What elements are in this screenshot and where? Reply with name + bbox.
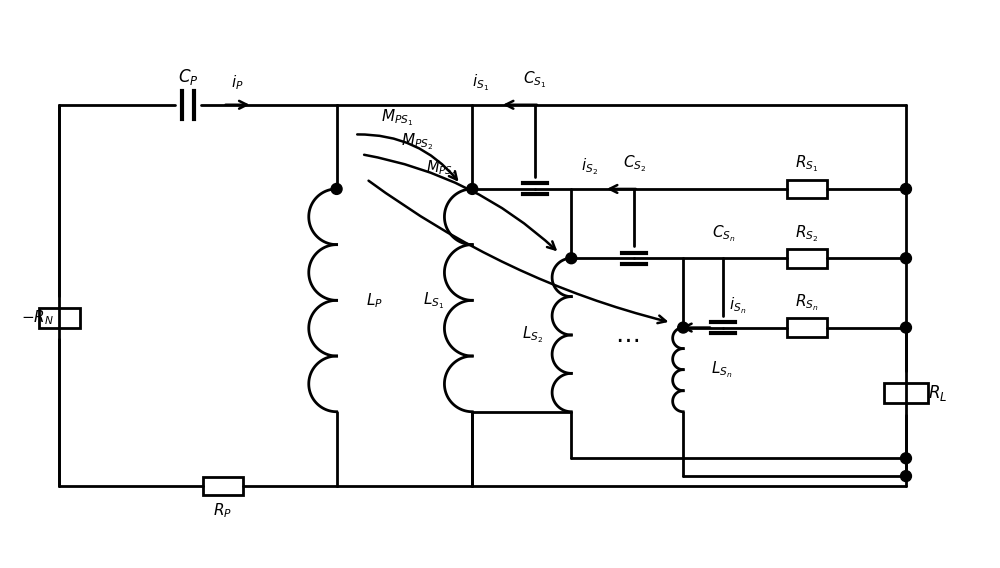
Circle shape (566, 253, 577, 264)
Circle shape (901, 183, 911, 194)
Bar (39, 308, 80, 328)
Text: $L_{S_n}$: $L_{S_n}$ (711, 360, 732, 380)
Text: $R_P$: $R_P$ (213, 502, 232, 520)
Circle shape (467, 183, 478, 194)
Text: $\cdots$: $\cdots$ (615, 328, 639, 352)
Circle shape (901, 253, 911, 264)
Text: $M_{PS_n}$: $M_{PS_n}$ (426, 159, 457, 179)
Text: $i_{S_n}$: $i_{S_n}$ (729, 295, 746, 316)
Text: $R_{S_n}$: $R_{S_n}$ (795, 293, 819, 313)
Bar (884, 383, 928, 403)
Circle shape (901, 453, 911, 463)
Bar (787, 179, 827, 198)
Text: $R_{S_1}$: $R_{S_1}$ (795, 154, 819, 174)
Circle shape (901, 322, 911, 333)
Circle shape (678, 322, 689, 333)
Text: $-R_N$: $-R_N$ (21, 308, 54, 327)
Text: $M_{PS_1}$: $M_{PS_1}$ (381, 107, 414, 128)
Text: $i_P$: $i_P$ (231, 74, 244, 93)
Text: $M_{PS_2}$: $M_{PS_2}$ (401, 131, 433, 152)
Circle shape (901, 471, 911, 482)
Text: $L_{S_1}$: $L_{S_1}$ (423, 290, 445, 311)
Text: $R_{S_2}$: $R_{S_2}$ (795, 223, 819, 244)
Circle shape (331, 183, 342, 194)
Text: $i_{S_1}$: $i_{S_1}$ (472, 73, 489, 93)
Text: $i_{S_2}$: $i_{S_2}$ (581, 157, 598, 177)
Text: $C_P$: $C_P$ (178, 67, 198, 87)
Bar (203, 477, 243, 495)
Text: $C_{S_1}$: $C_{S_1}$ (523, 70, 546, 90)
Bar (787, 249, 827, 268)
Text: $C_{S_2}$: $C_{S_2}$ (623, 154, 646, 174)
Text: $C_{S_n}$: $C_{S_n}$ (712, 223, 736, 244)
Bar (787, 318, 827, 337)
Text: $R_L$: $R_L$ (928, 383, 947, 403)
Text: $L_{S_2}$: $L_{S_2}$ (522, 325, 544, 345)
Text: $L_P$: $L_P$ (366, 291, 383, 310)
